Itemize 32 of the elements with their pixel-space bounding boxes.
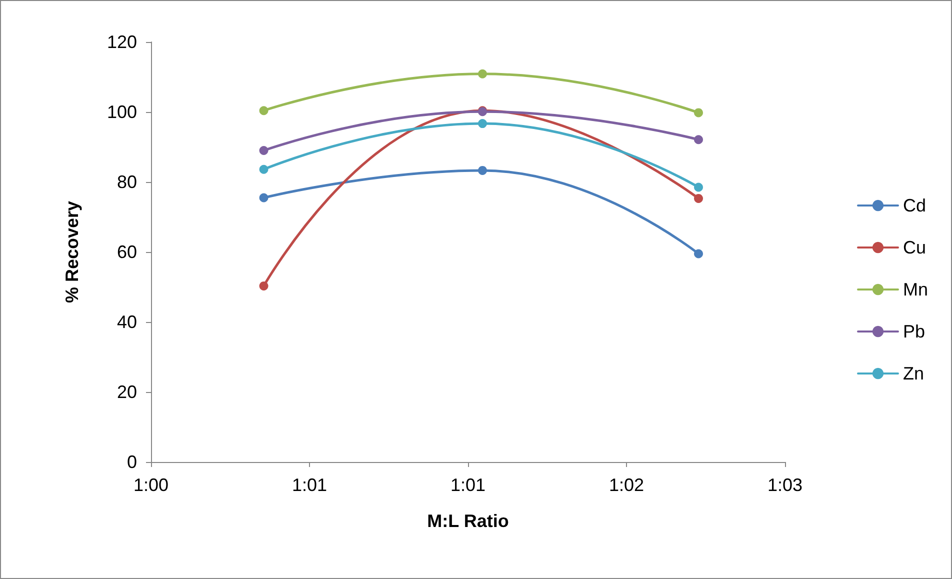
point: [478, 119, 487, 128]
x-tick-label: 1:01: [292, 475, 328, 495]
y-tick-label: 40: [116, 312, 137, 332]
point: [259, 146, 268, 155]
legend-label: Mn: [902, 280, 928, 300]
point: [259, 193, 268, 202]
x-tick-label: 1:03: [767, 475, 803, 495]
y-tick-label: 20: [116, 382, 137, 402]
x-tick-label: 1:02: [608, 475, 644, 495]
legend-label: Zn: [902, 364, 924, 384]
x-tick-label: 1:00: [133, 475, 169, 495]
y-tick-label: 0: [126, 452, 137, 472]
point: [694, 135, 703, 144]
x-axis-title: M:L Ratio: [427, 511, 509, 531]
point: [694, 194, 703, 203]
point: [694, 182, 703, 192]
y-tick-label: 120: [106, 32, 137, 52]
point: [259, 106, 268, 116]
point: [478, 69, 487, 78]
x-tick-label: 1:01: [450, 475, 486, 495]
point: [478, 166, 487, 175]
y-tick-label: 80: [116, 172, 137, 192]
point: [259, 281, 268, 290]
point: [694, 108, 703, 118]
point: [694, 249, 703, 258]
y-tick-label: 100: [106, 102, 137, 122]
legend-label: Cd: [902, 196, 926, 216]
legend-label: Pb: [902, 322, 926, 342]
y-axis-title: % Recovery: [62, 200, 82, 304]
legend-label: Cu: [902, 238, 926, 258]
y-tick-label: 60: [116, 242, 137, 262]
point: [259, 164, 268, 174]
